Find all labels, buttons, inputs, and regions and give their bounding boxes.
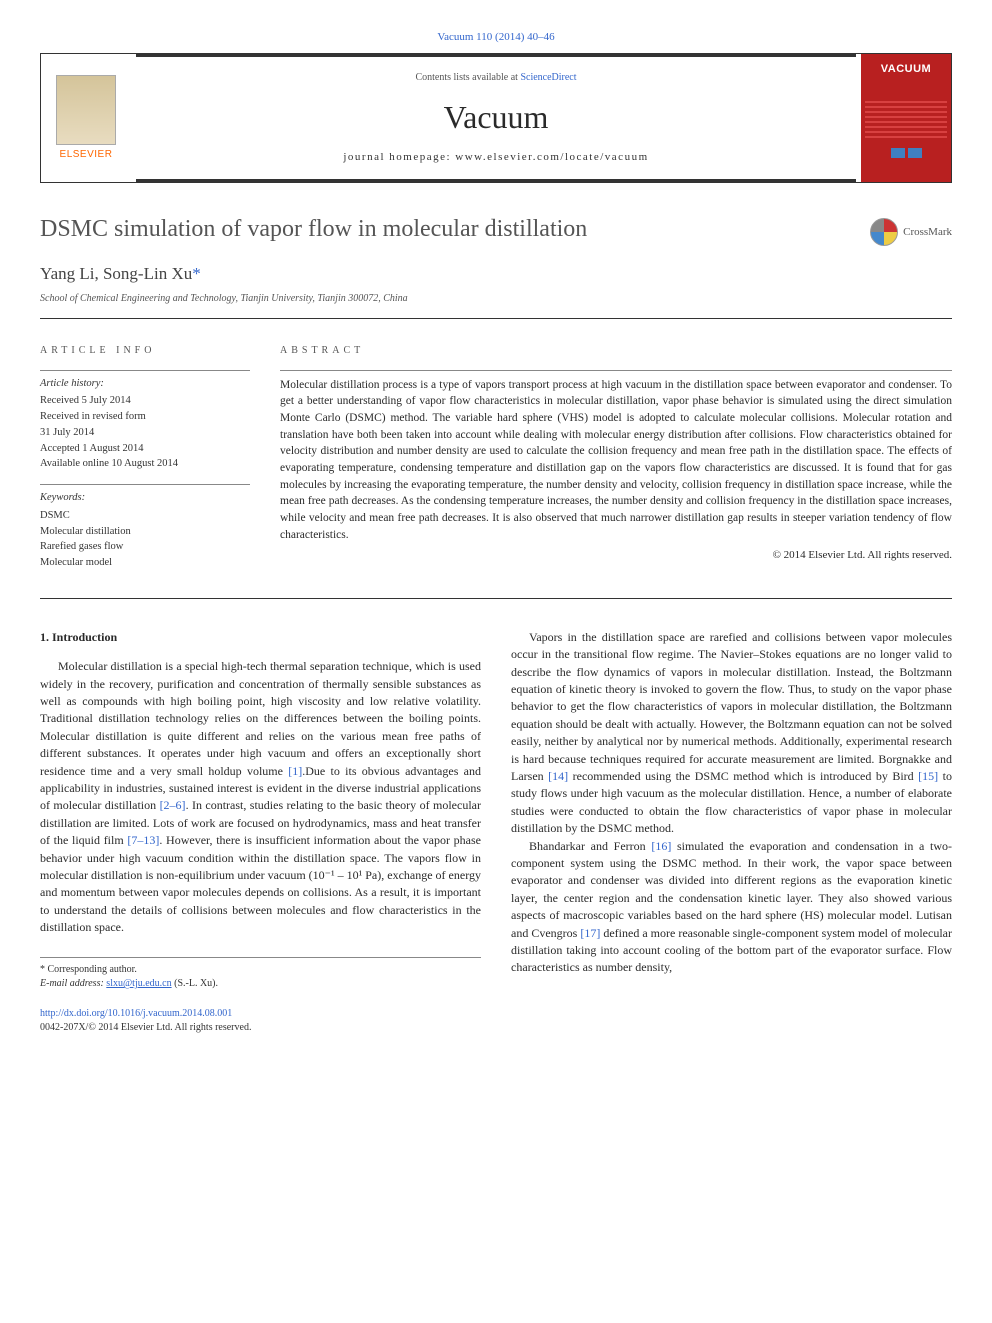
citation-link[interactable]: [1]: [288, 764, 302, 778]
meta-abstract-row: ARTICLE INFO Article history: Received 5…: [40, 329, 952, 599]
citation-link[interactable]: [15]: [918, 769, 938, 783]
crossmark-widget[interactable]: CrossMark: [870, 218, 952, 246]
body-text: Vapors in the distillation space are rar…: [511, 630, 952, 783]
email-label: E-mail address:: [40, 978, 106, 989]
journal-cover-thumbnail: VACUUM: [861, 54, 951, 182]
doi-link[interactable]: http://dx.doi.org/10.1016/j.vacuum.2014.…: [40, 1008, 232, 1019]
history-label: Article history:: [40, 377, 250, 392]
article-info-column: ARTICLE INFO Article history: Received 5…: [40, 344, 250, 583]
cover-stripes-icon: [865, 98, 947, 138]
citation-link[interactable]: [14]: [548, 769, 568, 783]
body-text: simulated the evaporation and condensati…: [511, 839, 952, 940]
keyword: DSMC: [40, 508, 250, 524]
affiliation: School of Chemical Engineering and Techn…: [40, 292, 952, 306]
history-line: Received in revised form: [40, 409, 250, 425]
cover-badges: [891, 148, 922, 158]
abstract-text: Molecular distillation process is a type…: [280, 370, 952, 544]
body-paragraph: Bhandarkar and Ferron [16] simulated the…: [511, 838, 952, 977]
history-line: Received 5 July 2014: [40, 393, 250, 409]
journal-header: ELSEVIER Contents lists available at Sci…: [40, 53, 952, 183]
email-suffix: (S.-L. Xu).: [172, 978, 218, 989]
citation-link[interactable]: [17]: [580, 926, 600, 940]
corresponding-author-note: * Corresponding author.: [40, 963, 481, 978]
issn-copyright: 0042-207X/© 2014 Elsevier Ltd. All right…: [40, 1022, 251, 1033]
author-names: Yang Li, Song-Lin Xu: [40, 264, 192, 283]
keyword: Rarefied gases flow: [40, 539, 250, 555]
citation-link[interactable]: [16]: [651, 839, 671, 853]
publisher-logo: ELSEVIER: [41, 54, 131, 182]
body-text: recommended using the DSMC method which …: [568, 769, 918, 783]
sciencedirect-link[interactable]: ScienceDirect: [520, 72, 576, 83]
body-text: Molecular distillation is a special high…: [40, 659, 481, 777]
publisher-name: ELSEVIER: [60, 148, 113, 162]
citation-link[interactable]: [2–6]: [160, 798, 186, 812]
citation-link[interactable]: [7–13]: [127, 833, 159, 847]
body-paragraph: Molecular distillation is a special high…: [40, 658, 481, 936]
abstract-copyright: © 2014 Elsevier Ltd. All rights reserved…: [280, 548, 952, 563]
section-title: Introduction: [52, 630, 117, 644]
email-link[interactable]: slxu@tju.edu.cn: [106, 978, 171, 989]
section-number: 1.: [40, 630, 49, 644]
citation-reference: Vacuum 110 (2014) 40–46: [40, 30, 952, 45]
author-list: Yang Li, Song-Lin Xu*: [40, 262, 952, 286]
contents-prefix: Contents lists available at: [415, 72, 520, 83]
body-text: Bhandarkar and Ferron: [529, 839, 651, 853]
abstract-heading: ABSTRACT: [280, 344, 952, 358]
elsevier-tree-icon: [56, 75, 116, 145]
keyword: Molecular distillation: [40, 524, 250, 540]
history-line: Accepted 1 August 2014: [40, 441, 250, 457]
abstract-column: ABSTRACT Molecular distillation process …: [280, 344, 952, 583]
body-two-column: 1. Introduction Molecular distillation i…: [40, 629, 952, 992]
cover-badge-icon: [908, 148, 922, 158]
footnote-block: * Corresponding author. E-mail address: …: [40, 957, 481, 992]
email-line: E-mail address: slxu@tju.edu.cn (S.-L. X…: [40, 977, 481, 992]
keywords-block: Keywords: DSMC Molecular distillation Ra…: [40, 484, 250, 571]
cover-title: VACUUM: [881, 62, 931, 77]
header-center: Contents lists available at ScienceDirec…: [136, 54, 856, 182]
title-block: CrossMark DSMC simulation of vapor flow …: [40, 213, 952, 318]
history-line: 31 July 2014: [40, 425, 250, 441]
article-title: DSMC simulation of vapor flow in molecul…: [40, 213, 952, 247]
journal-name: Vacuum: [444, 95, 549, 140]
corresponding-marker: *: [192, 264, 201, 283]
journal-homepage: journal homepage: www.elsevier.com/locat…: [343, 150, 648, 165]
crossmark-label: CrossMark: [903, 225, 952, 240]
section-heading: 1. Introduction: [40, 629, 481, 646]
article-history-block: Article history: Received 5 July 2014 Re…: [40, 370, 250, 472]
cover-badge-icon: [891, 148, 905, 158]
keywords-label: Keywords:: [40, 491, 250, 506]
contents-available-line: Contents lists available at ScienceDirec…: [415, 71, 576, 85]
keyword: Molecular model: [40, 555, 250, 571]
crossmark-icon: [870, 218, 898, 246]
article-info-heading: ARTICLE INFO: [40, 344, 250, 358]
history-line: Available online 10 August 2014: [40, 456, 250, 472]
page-footer: http://dx.doi.org/10.1016/j.vacuum.2014.…: [40, 1007, 952, 1035]
body-text: . However, there is insufficient informa…: [40, 833, 481, 934]
body-paragraph: Vapors in the distillation space are rar…: [511, 629, 952, 838]
